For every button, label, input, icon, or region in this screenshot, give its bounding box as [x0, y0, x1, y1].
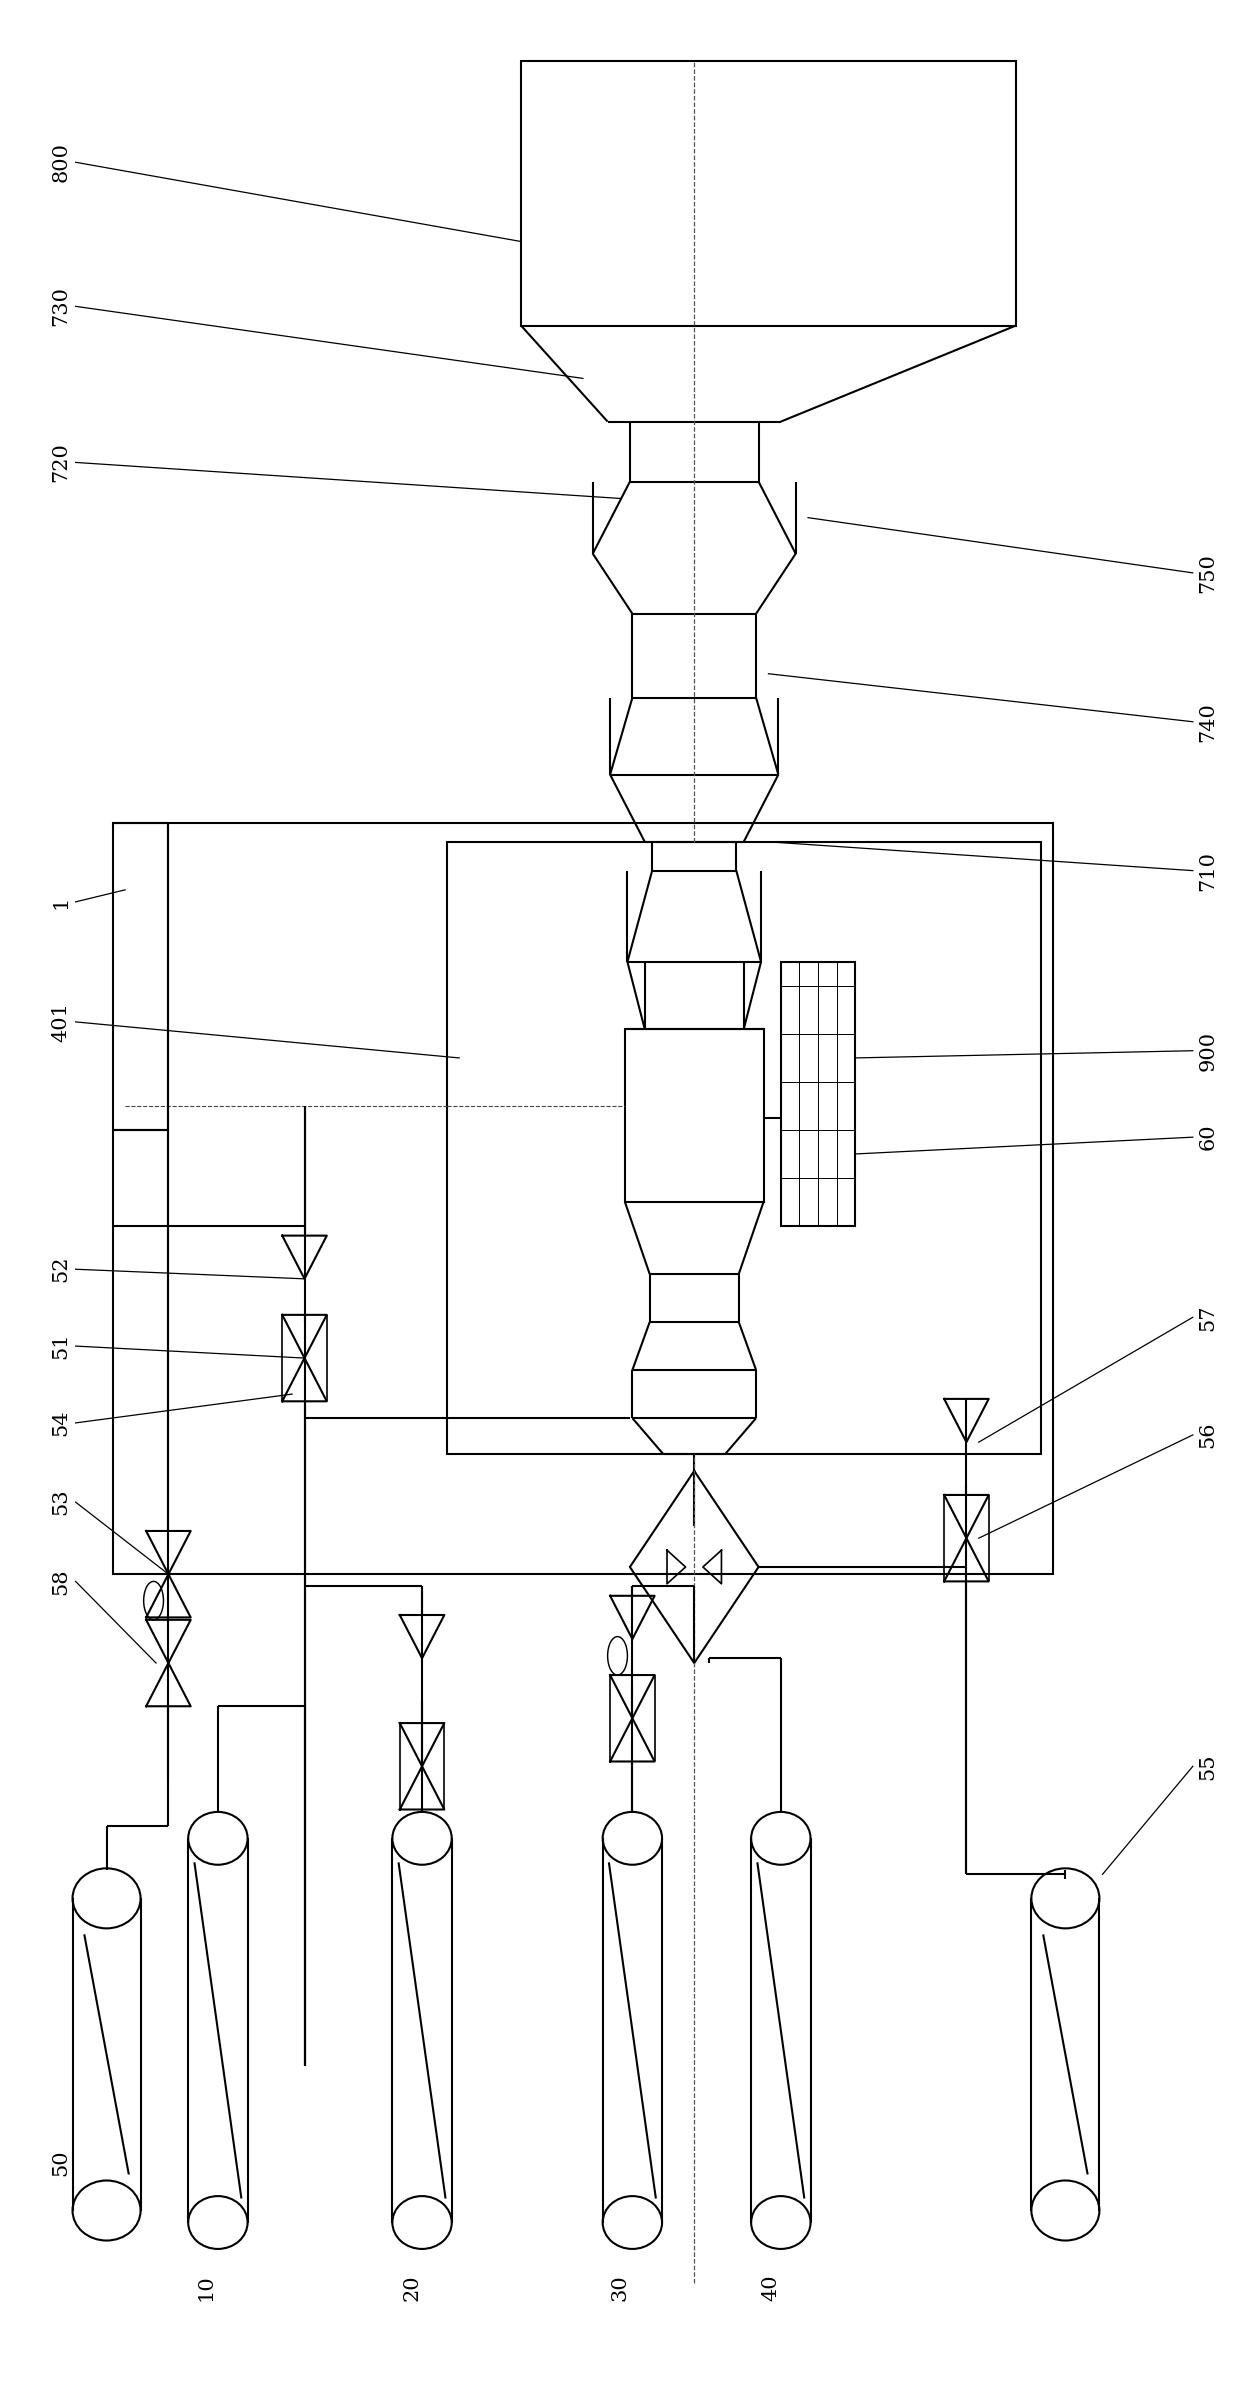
Text: 740: 740 — [1198, 702, 1218, 743]
Bar — [446, 841, 1040, 1454]
Text: 401: 401 — [51, 1002, 71, 1041]
Text: 55: 55 — [1198, 1753, 1218, 1779]
Text: 58: 58 — [51, 1567, 71, 1594]
Text: 10: 10 — [196, 2274, 215, 2301]
Text: 40: 40 — [761, 2274, 780, 2301]
Text: 52: 52 — [51, 1255, 71, 1281]
Text: 30: 30 — [610, 2274, 630, 2301]
Text: 57: 57 — [1198, 1303, 1218, 1329]
Text: 710: 710 — [1198, 851, 1218, 889]
Text: 1: 1 — [51, 894, 71, 909]
Text: 53: 53 — [51, 1488, 71, 1515]
Bar — [521, 63, 1016, 325]
Bar — [625, 1029, 764, 1202]
Text: 54: 54 — [51, 1409, 71, 1435]
Text: 20: 20 — [403, 2274, 422, 2301]
Text: 50: 50 — [51, 2149, 71, 2176]
Text: 900: 900 — [1198, 1031, 1218, 1070]
Text: 60: 60 — [1198, 1123, 1218, 1152]
Text: 51: 51 — [51, 1332, 71, 1358]
Bar — [113, 822, 1053, 1575]
Text: 56: 56 — [1198, 1421, 1218, 1447]
Text: 800: 800 — [51, 142, 71, 183]
Text: 750: 750 — [1198, 553, 1218, 594]
Text: 720: 720 — [51, 442, 71, 483]
Bar — [781, 962, 856, 1226]
Text: 730: 730 — [51, 286, 71, 327]
